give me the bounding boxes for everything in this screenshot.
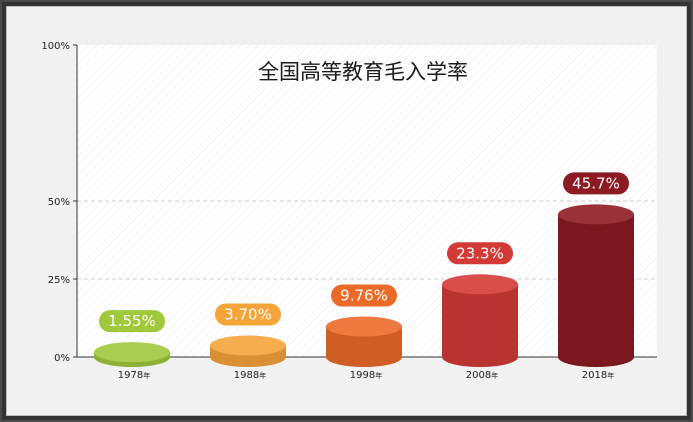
- svg-text:9.76%: 9.76%: [340, 287, 388, 305]
- value-label-1998: 9.76%: [331, 284, 397, 307]
- svg-text:45.7%: 45.7%: [572, 174, 620, 192]
- x-tick-label-2018: 2018年: [582, 370, 614, 381]
- bar-2008: [442, 274, 518, 367]
- svg-text:3.70%: 3.70%: [224, 305, 272, 323]
- x-tick-label-2008: 2008年: [466, 370, 498, 381]
- bar-1978: [94, 342, 170, 367]
- bar-1998: [326, 316, 402, 367]
- y-tick-label: 50%: [48, 197, 70, 208]
- value-label-2008: 23.3%: [447, 242, 513, 265]
- chart-title: 全国高等教育毛入学率: [258, 60, 468, 84]
- value-label-2018: 45.7%: [563, 172, 629, 195]
- value-label-1988: 3.70%: [215, 303, 281, 326]
- value-label-1978: 1.55%: [99, 310, 165, 333]
- bars-layer: 1.55% 3.70% 9.76% 23.3% 45.7%: [94, 172, 634, 367]
- svg-text:1.55%: 1.55%: [108, 312, 156, 330]
- bar-2018: [558, 204, 634, 367]
- y-tick-label: 25%: [48, 275, 70, 286]
- bar-1988: [210, 335, 286, 367]
- x-tick-label-1988: 1988年: [234, 370, 266, 381]
- y-tick-layer: 0% 25% 50% 100%: [41, 41, 77, 364]
- x-label-layer: 1978年 1988年 1998年 2008年 2018年: [118, 370, 614, 381]
- y-tick-label: 0%: [54, 353, 70, 364]
- svg-text:23.3%: 23.3%: [456, 244, 504, 262]
- chart-svg: 0% 25% 50% 100% 全国高等教育毛入学率 1.55% 3.70% 9.76% 2…: [41, 41, 657, 381]
- y-tick-label: 100%: [41, 41, 70, 52]
- chart-panel: 0% 25% 50% 100% 全国高等教育毛入学率 1.55% 3.70% 9.76% 2…: [6, 6, 687, 416]
- x-tick-label-1978: 1978年: [118, 370, 150, 381]
- x-tick-label-1998: 1998年: [350, 370, 382, 381]
